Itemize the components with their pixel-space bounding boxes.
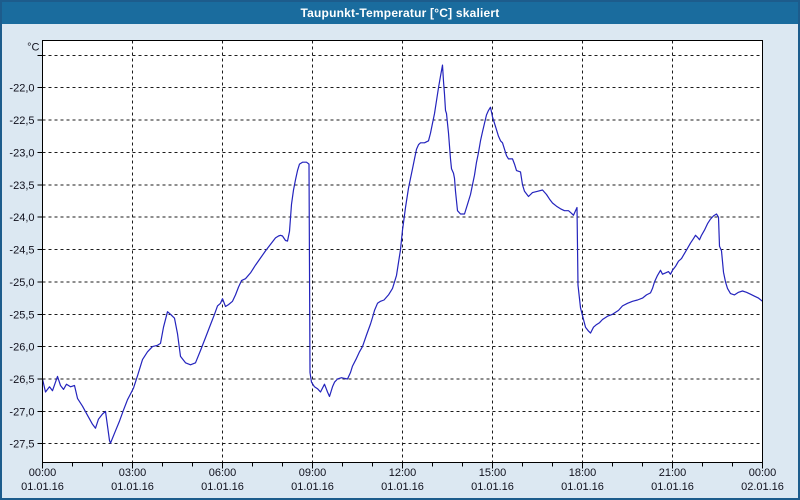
x-tick-time-label: 12:00 (389, 467, 417, 479)
y-tick-label: -26,5 (9, 374, 34, 386)
x-tick-date-label: 01.01.16 (21, 481, 64, 493)
x-tick-date-label: 01.01.16 (111, 481, 154, 493)
y-axis-unit-label: °C (27, 42, 39, 54)
x-tick-time-label: 09:00 (299, 467, 327, 479)
x-tick-time-label: 18:00 (569, 467, 597, 479)
x-tick-date-label: 01.01.16 (291, 481, 334, 493)
y-tick-label: -24,5 (9, 245, 34, 257)
series-line (41, 64, 763, 444)
x-tick-date-label: 01.01.16 (651, 481, 694, 493)
y-tick-label: -27,5 (9, 439, 34, 451)
x-tick-date-label: 01.01.16 (381, 481, 424, 493)
x-tick-time-label: 21:00 (659, 467, 687, 479)
x-tick-date-label: 01.01.16 (471, 481, 514, 493)
series-Taupunkt-Temperatur (41, 64, 763, 444)
y-tick-label: -23,5 (9, 180, 34, 192)
grid-lines (42, 40, 763, 463)
y-tick-label: -24,0 (9, 212, 34, 224)
x-tick-time-label: 06:00 (209, 467, 237, 479)
y-tick-label: -26,0 (9, 342, 34, 354)
x-tick-time-label: 15:00 (479, 467, 507, 479)
x-axis: 00:00 01.01.16 03:00 01.01.16 06:00 01.01.16 0… (21, 462, 784, 493)
y-tick-label: -25,0 (9, 277, 34, 289)
x-tick-date-label: 01.01.16 (201, 481, 244, 493)
x-tick-date-label: 01.01.16 (561, 481, 604, 493)
y-tick-label: -22,0 (9, 83, 34, 95)
x-tick-date-label: 02.01.16 (741, 481, 784, 493)
y-axis: -22,0 -22,5 -23,0 -23,5 -24,0 -24,5 -25,0 -25,5… (9, 42, 43, 451)
x-tick-time-label: 00:00 (749, 467, 777, 479)
x-tick-time-label: 00:00 (29, 467, 57, 479)
window-title-bar: Taupunkt-Temperatur [°C] skaliert (2, 2, 798, 24)
y-tick-label: -22,5 (9, 115, 34, 127)
x-tick-time-label: 03:00 (119, 467, 147, 479)
chart-title: Taupunkt-Temperatur [°C] skaliert (300, 6, 500, 20)
y-tick-label: -25,5 (9, 309, 34, 321)
y-tick-label: -23,0 (9, 147, 34, 159)
y-tick-label: -27,0 (9, 406, 34, 418)
